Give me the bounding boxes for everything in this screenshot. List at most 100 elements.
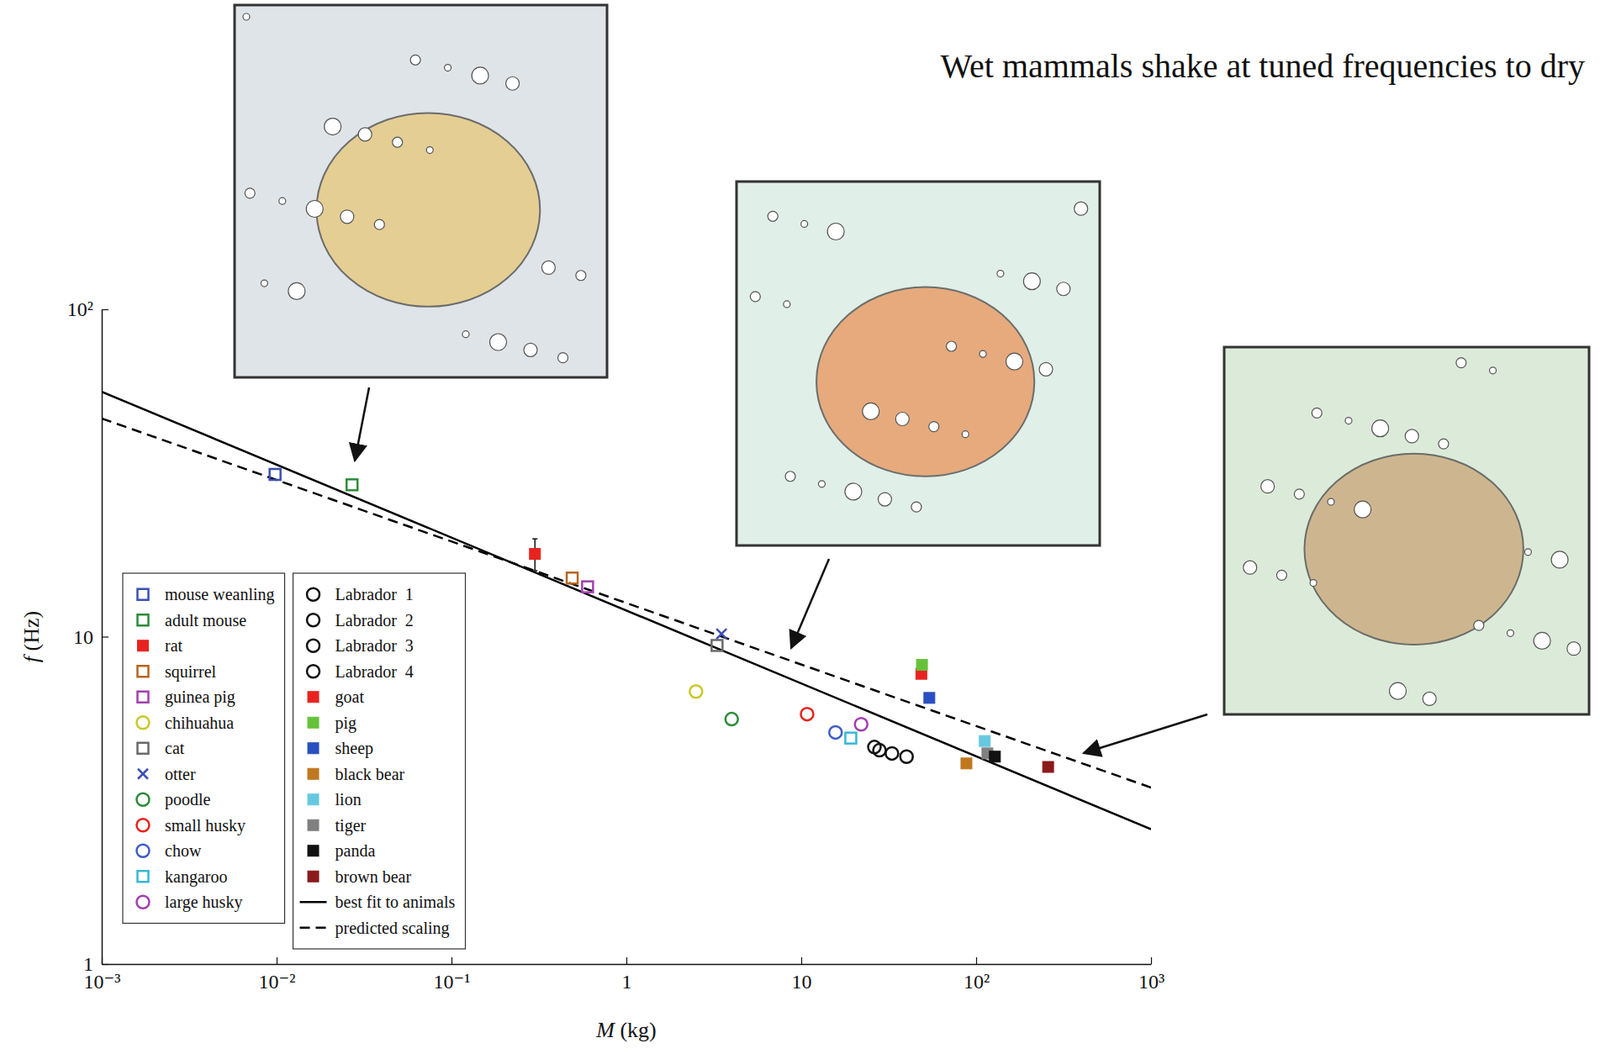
illustration-droplet	[785, 471, 796, 482]
illustration-droplet	[306, 200, 323, 217]
y-axis: 11010²	[67, 298, 109, 976]
illustration-droplet	[895, 411, 909, 426]
legend-item: mouse weanling	[137, 585, 275, 605]
legend-label: rat	[164, 636, 184, 655]
legend-label: mouse weanling	[164, 585, 275, 605]
tick-mark	[1151, 957, 1152, 965]
legend-entries: mouse weanlingadult mouseratsquirrelguin…	[137, 585, 275, 913]
legend-label: brown bear	[335, 867, 412, 887]
legend-line	[300, 927, 328, 930]
illustration-droplet	[462, 331, 470, 338]
illustration-droplet	[827, 223, 845, 241]
illustration-droplet	[1039, 362, 1053, 376]
legend-item: panda	[307, 841, 375, 861]
tick-label: 10⁻¹	[433, 971, 471, 993]
illustration-panel	[736, 181, 1100, 649]
illustration-droplet	[1276, 570, 1287, 581]
legend-label: chihuahua	[164, 713, 234, 733]
tick: 1	[622, 957, 633, 993]
axis-title-symbol: M	[595, 1018, 616, 1043]
chart-svg: 10⁻³10⁻²10⁻¹11010²10³11010²M (kg)f (Hz)W…	[0, 0, 1600, 1059]
data-point	[716, 628, 727, 639]
tick-label: 10³	[1138, 971, 1165, 993]
legend-box	[122, 573, 286, 925]
legend-label: panda	[335, 841, 376, 861]
legend-item: guinea pig	[137, 687, 236, 708]
legend-item: best fit to animals	[300, 892, 456, 912]
illustration-droplet	[946, 341, 957, 352]
illustration-droplet	[575, 270, 587, 281]
legend-marker	[307, 717, 319, 729]
tick: 1	[83, 953, 109, 976]
legend-item: squirrel	[137, 662, 217, 682]
illustration-droplet	[1404, 429, 1419, 444]
legend-item: predicted scaling	[300, 918, 450, 939]
tick-mark	[626, 957, 628, 965]
legend-item: large husky	[137, 892, 243, 913]
illustration-droplet	[444, 64, 452, 72]
tick-label: 10⁻²	[258, 971, 296, 993]
illustration-droplet	[1489, 367, 1497, 375]
data-point	[346, 479, 358, 491]
illustration-arrow	[791, 559, 830, 649]
legend-marker	[306, 665, 320, 678]
illustration-droplet	[749, 291, 761, 302]
data-point	[900, 750, 914, 764]
legend-marker	[137, 818, 150, 832]
error-bar-cap	[532, 538, 538, 540]
legend-entries: Labrador 1Labrador 2Labrador 3Labrador 4…	[300, 585, 456, 939]
chart-title: Wet mammals shake at tuned frequencies t…	[939, 47, 1585, 85]
illustration-arrow	[354, 387, 370, 461]
illustration-droplet	[506, 76, 520, 90]
illustration-droplet	[877, 492, 892, 507]
legend-label: large husky	[164, 892, 243, 913]
legend-label: cat	[164, 739, 185, 758]
legend-item: goat	[307, 687, 365, 708]
illustration-droplet	[1074, 201, 1088, 216]
illustration-droplet	[1473, 620, 1484, 631]
illustration-droplet	[979, 350, 987, 358]
tick: 10⁻¹	[433, 957, 471, 993]
legend-marker	[306, 588, 320, 602]
tick-label: 1	[83, 953, 94, 976]
tick-mark	[101, 636, 109, 638]
illustration-droplet	[929, 422, 940, 433]
legend-label: small husky	[164, 816, 246, 836]
data-point	[989, 751, 1001, 763]
axis-title-unit: (kg)	[614, 1018, 657, 1043]
illustration-droplet	[392, 137, 403, 148]
chart-container: 10⁻³10⁻²10⁻¹11010²10³11010²M (kg)f (Hz)W…	[0, 0, 1600, 1059]
illustration-animal	[316, 112, 540, 307]
illustration-droplet	[1006, 353, 1024, 370]
legend-label: guinea pig	[164, 687, 236, 708]
illustration-droplet	[1311, 407, 1322, 418]
data-point	[800, 707, 814, 721]
illustration-droplet	[1438, 438, 1449, 449]
illustration-droplet	[1354, 501, 1372, 518]
data-point	[916, 660, 928, 671]
data-point	[855, 718, 868, 731]
axis-title-unit: (Hz)	[19, 611, 44, 657]
illustration-droplet	[1506, 629, 1514, 637]
illustration-droplet	[818, 480, 825, 488]
legend-item: pig	[307, 713, 357, 734]
data-point	[725, 712, 739, 726]
legend-marker	[306, 613, 320, 627]
legend-item: cat	[137, 739, 185, 758]
illustration-droplet	[1551, 551, 1569, 569]
illustration-droplet	[1056, 282, 1071, 296]
x-axis: 10⁻³10⁻²10⁻¹11010²10³	[84, 957, 1166, 993]
tick-mark	[101, 309, 109, 311]
tick-label: 10²	[67, 298, 94, 321]
illustration-droplet	[1309, 580, 1317, 587]
legend-label: otter	[164, 765, 196, 784]
legend-label: squirrel	[164, 662, 217, 682]
legend-label: Labrador 4	[335, 662, 414, 682]
legend-label: Labrador 3	[335, 636, 414, 655]
legend-marker	[307, 768, 319, 780]
legend-item: otter	[137, 765, 196, 784]
legend-item: poodle	[137, 790, 212, 810]
illustration-panel	[1083, 347, 1590, 754]
illustration-frame	[736, 181, 1100, 546]
data-point	[566, 572, 578, 584]
